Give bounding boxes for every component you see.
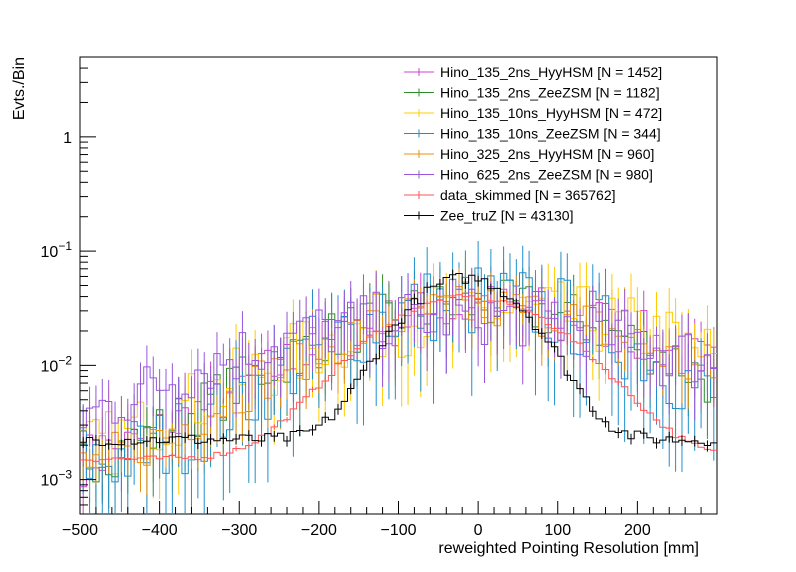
legend-label: data_skimmed [N = 365762]	[440, 187, 616, 203]
series-layer	[80, 241, 717, 514]
x-tick-label: −100	[380, 522, 416, 539]
x-axis-label: reweighted Pointing Resolution [mm]	[438, 540, 699, 557]
legend-entry: Hino_135_10ns_ZeeZSM [N = 344]	[404, 126, 661, 142]
legend-label: Zee_truZ [N = 43130]	[440, 208, 573, 224]
legend-entry: Hino_135_10ns_HyyHSM [N = 472]	[404, 105, 662, 121]
series-line	[80, 288, 717, 429]
y-tick-label: 10−2	[41, 353, 73, 375]
x-tick-label: 0	[474, 522, 483, 539]
y-axis-label: Evts./Bin	[11, 57, 28, 120]
x-tick-label: −300	[221, 522, 257, 539]
series-7	[80, 269, 717, 452]
x-tick-label: 100	[544, 522, 571, 539]
legend-entry: Hino_625_2ns_ZeeZSM [N = 980]	[404, 167, 653, 183]
legend-label: Hino_625_2ns_ZeeZSM [N = 980]	[440, 167, 653, 183]
legend-entry: Hino_135_2ns_ZeeZSM [N = 1182]	[404, 85, 660, 101]
legend-label: Hino_325_2ns_HyyHSM [N = 960]	[440, 146, 654, 162]
legend-entry: Hino_325_2ns_HyyHSM [N = 960]	[404, 146, 654, 162]
series-line	[80, 294, 717, 462]
y-tick-label: 10−3	[41, 468, 73, 490]
legend-label: Hino_135_10ns_HyyHSM [N = 472]	[440, 105, 662, 121]
legend-label: Hino_135_2ns_HyyHSM [N = 1452]	[440, 64, 662, 80]
x-tick-label: −200	[301, 522, 337, 539]
y-tick-label: 1	[63, 130, 72, 147]
series-5	[80, 267, 717, 467]
x-tick-label: −500	[62, 522, 98, 539]
legend-label: Hino_135_2ns_ZeeZSM [N = 1182]	[440, 85, 660, 101]
series-line	[80, 273, 717, 446]
axes-layer: −500 −400 −300 −200 −100 0 100 200 10−3 10−2 10−1 1	[41, 56, 718, 539]
legend-entry: Hino_135_2ns_HyyHSM [N = 1452]	[404, 64, 662, 80]
x-tick-label: 200	[624, 522, 651, 539]
series-6	[80, 293, 717, 465]
legend-label: Hino_135_10ns_ZeeZSM [N = 344]	[440, 126, 661, 142]
legend-entry: data_skimmed [N = 365762]	[404, 187, 616, 203]
legend-entry: Zee_truZ [N = 43130]	[404, 208, 573, 224]
y-tick-label: 10−1	[41, 239, 73, 261]
x-tick-label: −400	[142, 522, 178, 539]
legend: Hino_135_2ns_HyyHSM [N = 1452] Hino_135_2…	[404, 64, 662, 224]
